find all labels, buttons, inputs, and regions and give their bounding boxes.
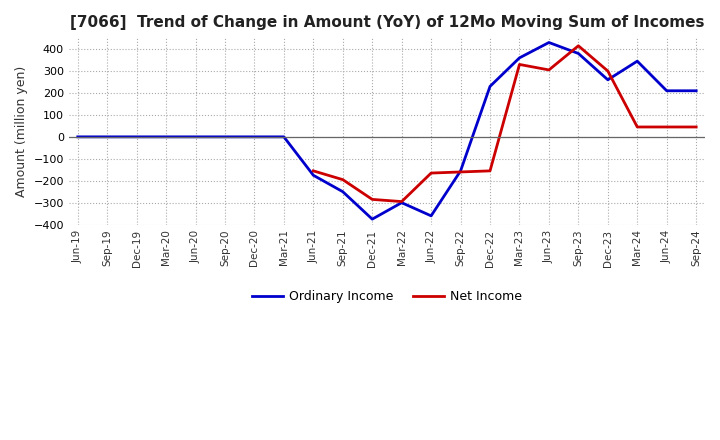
Ordinary Income	[574, 51, 582, 56]
Ordinary Income	[132, 134, 141, 139]
Ordinary Income	[692, 88, 701, 93]
Line: Ordinary Income: Ordinary Income	[78, 43, 696, 219]
Net Income	[662, 125, 671, 130]
Ordinary Income	[162, 134, 171, 139]
Net Income	[515, 62, 523, 67]
Ordinary Income	[603, 77, 612, 82]
Line: Net Income: Net Income	[313, 46, 696, 202]
Net Income	[427, 170, 436, 176]
Ordinary Income	[486, 84, 495, 89]
Ordinary Income	[544, 40, 553, 45]
Ordinary Income	[192, 134, 200, 139]
Ordinary Income	[338, 189, 347, 194]
Ordinary Income	[456, 168, 465, 173]
Net Income	[692, 125, 701, 130]
Legend: Ordinary Income, Net Income: Ordinary Income, Net Income	[247, 285, 527, 308]
Ordinary Income	[515, 55, 523, 60]
Ordinary Income	[103, 134, 112, 139]
Ordinary Income	[662, 88, 671, 93]
Net Income	[574, 43, 582, 48]
Ordinary Income	[220, 134, 229, 139]
Ordinary Income	[633, 59, 642, 64]
Net Income	[397, 199, 406, 204]
Ordinary Income	[309, 172, 318, 178]
Ordinary Income	[397, 200, 406, 205]
Net Income	[368, 197, 377, 202]
Ordinary Income	[279, 134, 288, 139]
Net Income	[486, 168, 495, 173]
Title: [7066]  Trend of Change in Amount (YoY) of 12Mo Moving Sum of Incomes: [7066] Trend of Change in Amount (YoY) o…	[70, 15, 704, 30]
Ordinary Income	[427, 213, 436, 219]
Y-axis label: Amount (million yen): Amount (million yen)	[15, 66, 28, 197]
Net Income	[309, 168, 318, 173]
Net Income	[633, 125, 642, 130]
Net Income	[603, 68, 612, 73]
Ordinary Income	[250, 134, 258, 139]
Net Income	[544, 67, 553, 73]
Net Income	[456, 169, 465, 175]
Net Income	[338, 177, 347, 182]
Ordinary Income	[73, 134, 82, 139]
Ordinary Income	[368, 216, 377, 222]
